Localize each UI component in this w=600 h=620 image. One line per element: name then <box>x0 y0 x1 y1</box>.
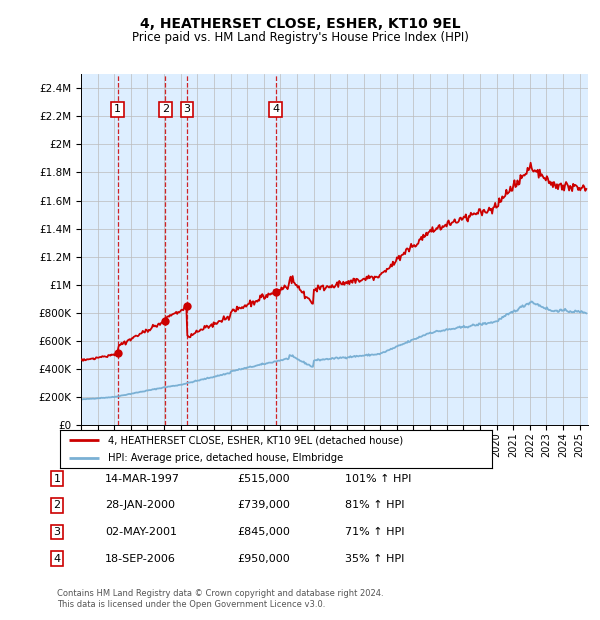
Text: 02-MAY-2001: 02-MAY-2001 <box>105 527 177 537</box>
Text: 1: 1 <box>53 474 61 484</box>
Text: Price paid vs. HM Land Registry's House Price Index (HPI): Price paid vs. HM Land Registry's House … <box>131 31 469 44</box>
Text: 4: 4 <box>272 104 279 115</box>
Text: £515,000: £515,000 <box>237 474 290 484</box>
Text: 2: 2 <box>53 500 61 510</box>
Text: 4, HEATHERSET CLOSE, ESHER, KT10 9EL (detached house): 4, HEATHERSET CLOSE, ESHER, KT10 9EL (de… <box>107 435 403 445</box>
Text: £845,000: £845,000 <box>237 527 290 537</box>
Text: 2: 2 <box>162 104 169 115</box>
Text: 3: 3 <box>184 104 190 115</box>
Text: Contains HM Land Registry data © Crown copyright and database right 2024.
This d: Contains HM Land Registry data © Crown c… <box>57 590 383 609</box>
Text: 3: 3 <box>53 527 61 537</box>
Text: 4: 4 <box>53 554 61 564</box>
Text: £739,000: £739,000 <box>237 500 290 510</box>
Text: 81% ↑ HPI: 81% ↑ HPI <box>345 500 404 510</box>
Text: £950,000: £950,000 <box>237 554 290 564</box>
Text: 28-JAN-2000: 28-JAN-2000 <box>105 500 175 510</box>
Text: 35% ↑ HPI: 35% ↑ HPI <box>345 554 404 564</box>
Text: 18-SEP-2006: 18-SEP-2006 <box>105 554 176 564</box>
Text: 4, HEATHERSET CLOSE, ESHER, KT10 9EL: 4, HEATHERSET CLOSE, ESHER, KT10 9EL <box>140 17 460 32</box>
Text: HPI: Average price, detached house, Elmbridge: HPI: Average price, detached house, Elmb… <box>107 453 343 463</box>
Text: 14-MAR-1997: 14-MAR-1997 <box>105 474 180 484</box>
Text: 101% ↑ HPI: 101% ↑ HPI <box>345 474 412 484</box>
Text: 1: 1 <box>114 104 121 115</box>
Text: 71% ↑ HPI: 71% ↑ HPI <box>345 527 404 537</box>
